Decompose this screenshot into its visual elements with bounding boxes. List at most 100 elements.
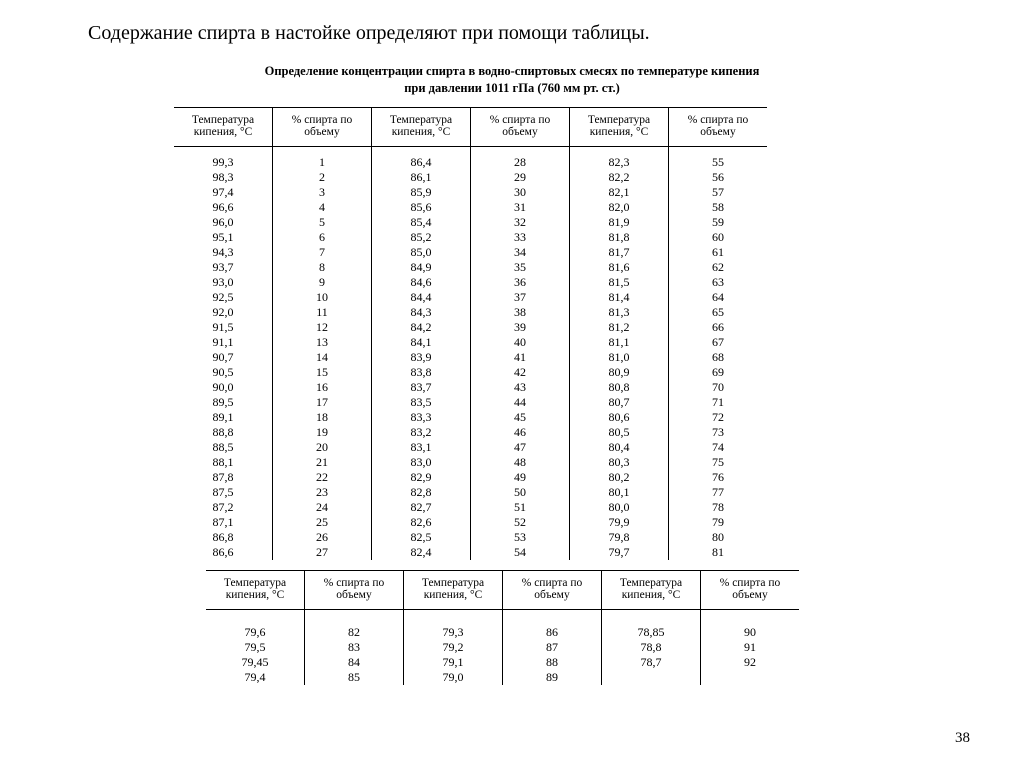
cell: 80,9 bbox=[570, 365, 669, 380]
cell: 57 bbox=[669, 185, 768, 200]
table-row: 87,82282,94980,276 bbox=[174, 470, 767, 485]
cell: 83,7 bbox=[372, 380, 471, 395]
cell: 54 bbox=[471, 545, 570, 560]
cell: 81,1 bbox=[570, 335, 669, 350]
cell: 33 bbox=[471, 230, 570, 245]
cell: 87,8 bbox=[174, 470, 273, 485]
table-row: 96,0585,43281,959 bbox=[174, 215, 767, 230]
table-row: 97,4385,93082,157 bbox=[174, 185, 767, 200]
col-header-temp-1: Температура кипения, °С bbox=[174, 107, 273, 146]
cell: 81,0 bbox=[570, 350, 669, 365]
cell: 80,7 bbox=[570, 395, 669, 410]
cell: 7 bbox=[273, 245, 372, 260]
cell: 53 bbox=[471, 530, 570, 545]
cell: 89,5 bbox=[174, 395, 273, 410]
table-row: 92,01184,33881,365 bbox=[174, 305, 767, 320]
cell: 89,1 bbox=[174, 410, 273, 425]
cell: 40 bbox=[471, 335, 570, 350]
cell: 86,6 bbox=[174, 545, 273, 560]
cell: 50 bbox=[471, 485, 570, 500]
cell: 11 bbox=[273, 305, 372, 320]
cell: 82,4 bbox=[372, 545, 471, 560]
cell: 90,5 bbox=[174, 365, 273, 380]
cell: 84,2 bbox=[372, 320, 471, 335]
cell: 81 bbox=[669, 545, 768, 560]
table-row: 90,51583,84280,969 bbox=[174, 365, 767, 380]
cell: 92,0 bbox=[174, 305, 273, 320]
cell: 81,4 bbox=[570, 290, 669, 305]
cell: 84,3 bbox=[372, 305, 471, 320]
cell: 86,1 bbox=[372, 170, 471, 185]
table-row: 96,6485,63182,058 bbox=[174, 200, 767, 215]
cell: 18 bbox=[273, 410, 372, 425]
table-row: 91,51284,23981,266 bbox=[174, 320, 767, 335]
cell: 6 bbox=[273, 230, 372, 245]
cell: 28 bbox=[471, 155, 570, 170]
cell: 79,1 bbox=[404, 655, 503, 670]
cell: 83,9 bbox=[372, 350, 471, 365]
cell: 13 bbox=[273, 335, 372, 350]
cell: 80,6 bbox=[570, 410, 669, 425]
cell: 85,4 bbox=[372, 215, 471, 230]
cell: 68 bbox=[669, 350, 768, 365]
table-row: 93,7884,93581,662 bbox=[174, 260, 767, 275]
cell: 47 bbox=[471, 440, 570, 455]
cell: 83,5 bbox=[372, 395, 471, 410]
col-header-temp-3: Температура кипения, °С bbox=[602, 570, 701, 609]
cell: 87,1 bbox=[174, 515, 273, 530]
cell: 52 bbox=[471, 515, 570, 530]
cell: 77 bbox=[669, 485, 768, 500]
cell: 79,6 bbox=[206, 625, 305, 640]
cell: 96,0 bbox=[174, 215, 273, 230]
cell: 82,3 bbox=[570, 155, 669, 170]
cell: 79,4 bbox=[206, 670, 305, 685]
cell: 73 bbox=[669, 425, 768, 440]
col-header-temp-3: Температура кипения, °С bbox=[570, 107, 669, 146]
cell: 46 bbox=[471, 425, 570, 440]
cell: 83,1 bbox=[372, 440, 471, 455]
cell: 86,4 bbox=[372, 155, 471, 170]
table-row: 89,51783,54480,771 bbox=[174, 395, 767, 410]
cell: 84,6 bbox=[372, 275, 471, 290]
cell: 1 bbox=[273, 155, 372, 170]
cell: 81,7 bbox=[570, 245, 669, 260]
ext-table: Температура кипения, °С % спирта по объе… bbox=[206, 570, 799, 685]
cell: 91,5 bbox=[174, 320, 273, 335]
cell: 79,5 bbox=[206, 640, 305, 655]
cell: 48 bbox=[471, 455, 570, 470]
col-header-pct-3: % спирта по объему bbox=[701, 570, 800, 609]
cell: 95,1 bbox=[174, 230, 273, 245]
cell: 81,3 bbox=[570, 305, 669, 320]
cell: 79,7 bbox=[570, 545, 669, 560]
cell: 94,3 bbox=[174, 245, 273, 260]
cell: 60 bbox=[669, 230, 768, 245]
cell: 36 bbox=[471, 275, 570, 290]
cell: 39 bbox=[471, 320, 570, 335]
col-header-pct-1: % спирта по объему bbox=[273, 107, 372, 146]
cell: 22 bbox=[273, 470, 372, 485]
cell: 56 bbox=[669, 170, 768, 185]
main-table: Температура кипения, °С % спирта по объе… bbox=[174, 107, 767, 560]
cell: 83,8 bbox=[372, 365, 471, 380]
cell: 21 bbox=[273, 455, 372, 470]
cell: 79,2 bbox=[404, 640, 503, 655]
col-header-pct-1: % спирта по объему bbox=[305, 570, 404, 609]
col-header-pct-3: % спирта по объему bbox=[669, 107, 768, 146]
cell: 78,7 bbox=[602, 655, 701, 670]
page-number: 38 bbox=[955, 730, 970, 747]
cell: 81,2 bbox=[570, 320, 669, 335]
cell: 96,6 bbox=[174, 200, 273, 215]
cell: 80,8 bbox=[570, 380, 669, 395]
table-row: 79,68279,38678,8590 bbox=[206, 625, 799, 640]
cell: 84,4 bbox=[372, 290, 471, 305]
table-row: 87,52382,85080,177 bbox=[174, 485, 767, 500]
cell: 80 bbox=[669, 530, 768, 545]
cell: 37 bbox=[471, 290, 570, 305]
cell: 83 bbox=[305, 640, 404, 655]
table-row: 89,11883,34580,672 bbox=[174, 410, 767, 425]
cell: 88,1 bbox=[174, 455, 273, 470]
cell: 62 bbox=[669, 260, 768, 275]
cell: 63 bbox=[669, 275, 768, 290]
cell: 83,3 bbox=[372, 410, 471, 425]
cell: 24 bbox=[273, 500, 372, 515]
